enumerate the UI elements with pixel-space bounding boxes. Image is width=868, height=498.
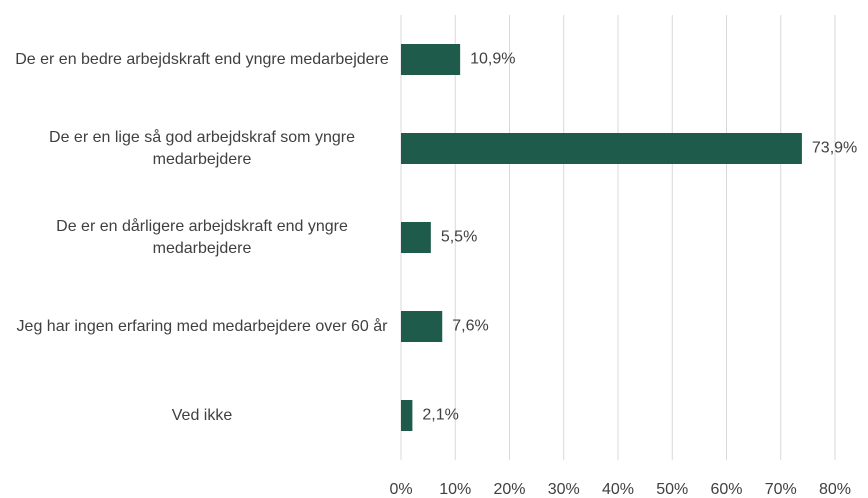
data-label: 10,9%: [470, 51, 515, 68]
data-label: 2,1%: [422, 407, 458, 424]
bar: [401, 222, 431, 253]
x-tick-label: 0%: [389, 481, 412, 498]
category-label: Jeg har ingen erfaring med medarbejdere …: [16, 317, 388, 335]
x-tick-label: 40%: [602, 481, 634, 498]
x-tick-label: 10%: [439, 481, 471, 498]
x-tick-label: 80%: [819, 481, 851, 498]
data-label: 73,9%: [812, 140, 857, 157]
bar: [401, 133, 802, 164]
bar: [401, 400, 413, 431]
x-tick-label: 60%: [710, 481, 742, 498]
category-label: Ved ikke: [171, 406, 233, 424]
bar: [401, 311, 443, 342]
x-tick-label: 20%: [493, 481, 525, 498]
x-tick-label: 30%: [548, 481, 580, 498]
data-label: 7,6%: [452, 318, 488, 335]
data-label: 5,5%: [441, 229, 477, 246]
category-label: De er en dårligere arbejdskraft end yngr…: [56, 217, 348, 257]
category-label: De er en bedre arbejdskraft end yngre me…: [15, 50, 389, 68]
bar: [401, 44, 461, 75]
x-tick-label: 70%: [765, 481, 797, 498]
category-label: De er en lige så god arbejdskraf som yng…: [49, 128, 355, 168]
x-tick-label: 50%: [656, 481, 688, 498]
